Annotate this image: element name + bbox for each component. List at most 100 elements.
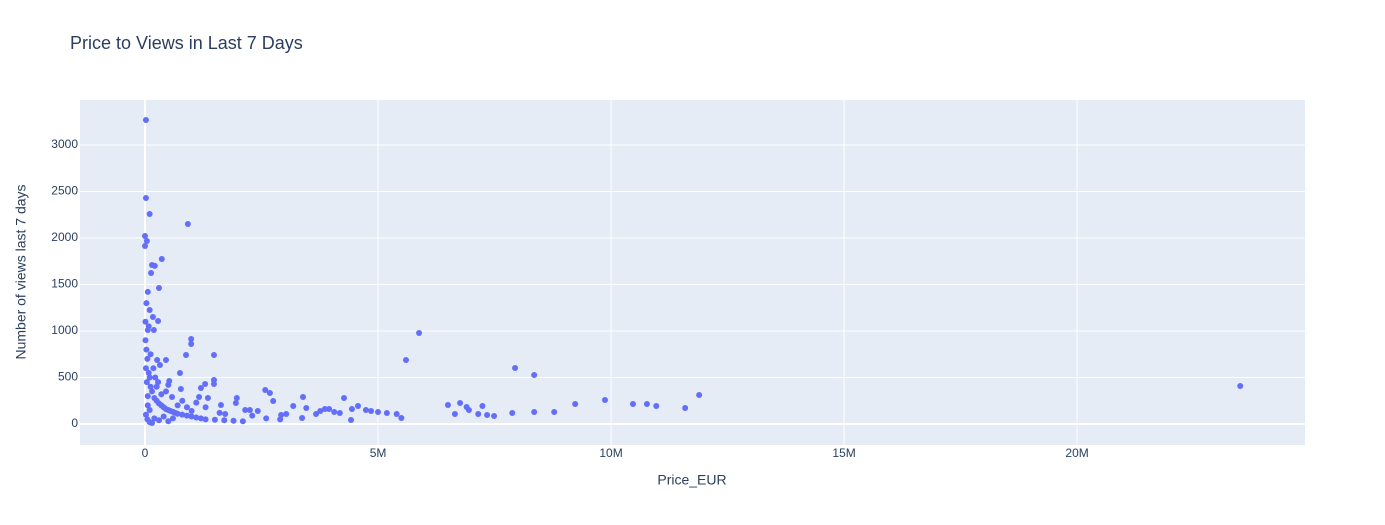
point <box>188 335 195 342</box>
point <box>216 409 223 416</box>
point <box>393 411 400 418</box>
point <box>155 379 162 386</box>
point <box>144 402 151 409</box>
point <box>188 341 195 348</box>
y-tick-label: 0 <box>71 416 78 430</box>
point <box>283 411 290 418</box>
point <box>188 413 195 420</box>
point <box>183 412 190 419</box>
point <box>277 416 284 423</box>
point <box>463 403 470 410</box>
point <box>354 402 361 409</box>
point <box>299 415 306 422</box>
y-tick-label: 3000 <box>51 137 78 151</box>
point <box>144 355 151 362</box>
point <box>145 369 152 376</box>
point <box>239 418 246 425</box>
point <box>174 402 181 409</box>
point <box>696 391 703 398</box>
point <box>146 374 153 381</box>
point <box>142 411 149 418</box>
point <box>491 412 498 419</box>
point <box>152 374 159 381</box>
point <box>210 351 217 358</box>
point <box>551 408 558 415</box>
point <box>303 404 310 411</box>
point <box>174 410 181 417</box>
point <box>153 383 160 390</box>
point <box>263 415 270 422</box>
point <box>531 371 538 378</box>
point <box>230 417 237 424</box>
point <box>154 357 161 364</box>
point <box>158 256 165 263</box>
point <box>143 346 150 353</box>
point <box>155 317 162 324</box>
point <box>193 399 200 406</box>
point <box>266 390 273 397</box>
point <box>158 391 165 398</box>
y-axis-title: Number of views last 7 days <box>13 184 29 359</box>
point <box>348 416 355 423</box>
point <box>143 300 150 307</box>
point <box>290 402 297 409</box>
point <box>148 269 155 276</box>
y-tick-label: 2500 <box>51 184 78 198</box>
point <box>155 417 162 424</box>
point <box>210 376 217 383</box>
chart-title: Price to Views in Last 7 Days <box>70 33 303 53</box>
point <box>254 407 261 414</box>
point <box>142 195 149 202</box>
point <box>479 402 486 409</box>
point <box>150 327 157 334</box>
point <box>204 394 211 401</box>
point <box>682 404 689 411</box>
x-tick-label: 5M <box>370 446 387 460</box>
point <box>331 408 338 415</box>
point <box>232 399 239 406</box>
point <box>144 393 151 400</box>
point <box>249 412 256 419</box>
point <box>144 288 151 295</box>
point <box>202 416 209 423</box>
point <box>270 398 277 405</box>
point <box>326 406 333 413</box>
y-tick-label: 2000 <box>51 230 78 244</box>
point <box>179 411 186 418</box>
point <box>643 400 650 407</box>
point <box>142 365 149 372</box>
point <box>262 386 269 393</box>
point <box>444 402 451 409</box>
point <box>149 420 156 427</box>
point <box>179 397 186 404</box>
point <box>572 400 579 407</box>
point <box>398 415 405 422</box>
point <box>221 417 228 424</box>
point <box>451 411 458 418</box>
point <box>300 394 307 401</box>
point <box>1237 382 1244 389</box>
point <box>217 402 224 409</box>
point <box>197 384 204 391</box>
point <box>197 415 204 422</box>
x-tick-label: 20M <box>1065 446 1088 460</box>
point <box>147 351 154 358</box>
point <box>142 232 149 239</box>
point <box>188 407 195 414</box>
point <box>146 407 153 414</box>
y-tick-label: 1500 <box>51 277 78 291</box>
point <box>211 416 218 423</box>
point <box>160 413 167 420</box>
point <box>162 388 169 395</box>
point <box>416 330 423 337</box>
plot-area <box>80 100 1305 445</box>
point <box>142 116 149 123</box>
x-tick-label: 10M <box>599 446 622 460</box>
point <box>222 411 229 418</box>
point <box>313 411 320 418</box>
point <box>149 314 156 321</box>
x-axis-title: Price_EUR <box>657 472 726 488</box>
point <box>165 381 172 388</box>
point <box>317 407 324 414</box>
